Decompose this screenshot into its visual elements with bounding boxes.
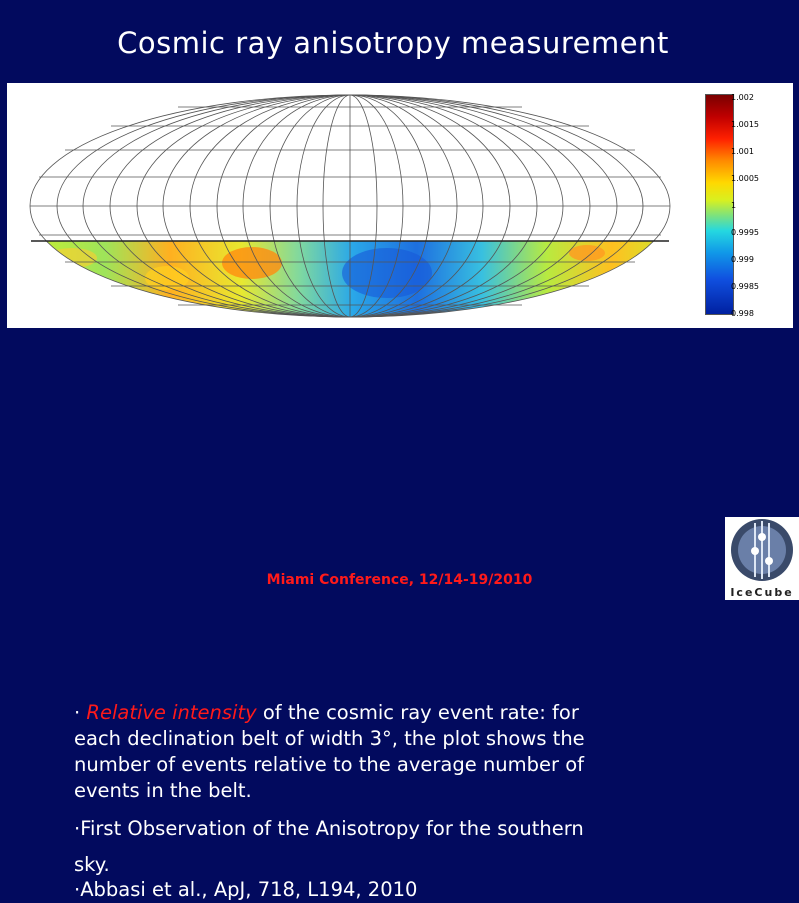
- southern-sky-data: [30, 241, 670, 317]
- colorbar-tick: 1: [731, 201, 737, 210]
- colorbar-tick: 1.0015: [731, 120, 759, 129]
- emphasis-text: Relative intensity: [86, 701, 257, 724]
- colorbar-tick: 0.9995: [731, 228, 759, 237]
- bullet-first-observation: ·First Observation of the Anisotropy for…: [74, 817, 584, 876]
- colorbar-tick: 1.001: [731, 147, 754, 156]
- colorbar-tick: 0.998: [731, 309, 754, 318]
- skymap-figure: 1.002 1.0015 1.001 1.0005 1 0.9995 0.999…: [7, 83, 793, 328]
- colorbar: [705, 94, 734, 315]
- colorbar-tick: 1.0005: [731, 174, 759, 183]
- logo-text: IceCube: [730, 586, 794, 599]
- bullet-reference: ·Abbasi et al., ApJ, 718, L194, 2010: [74, 878, 418, 901]
- bullet-marker: ·: [74, 701, 87, 724]
- skymap-mollweide: [29, 94, 671, 318]
- map-grid: [29, 94, 671, 318]
- colorbar-tick: 1.002: [731, 93, 754, 102]
- slide-title: Cosmic ray anisotropy measurement: [117, 26, 669, 60]
- icecube-logo-graphic: [731, 519, 793, 581]
- colorbar-tick: 0.9985: [731, 282, 759, 291]
- colorbar-tick: 0.999: [731, 255, 754, 264]
- footer-conference: Miami Conference, 12/14-19/2010: [266, 572, 533, 588]
- bullet-relative-intensity: · Relative intensity of the cosmic ray e…: [74, 700, 614, 804]
- icecube-logo: IceCube: [725, 517, 799, 600]
